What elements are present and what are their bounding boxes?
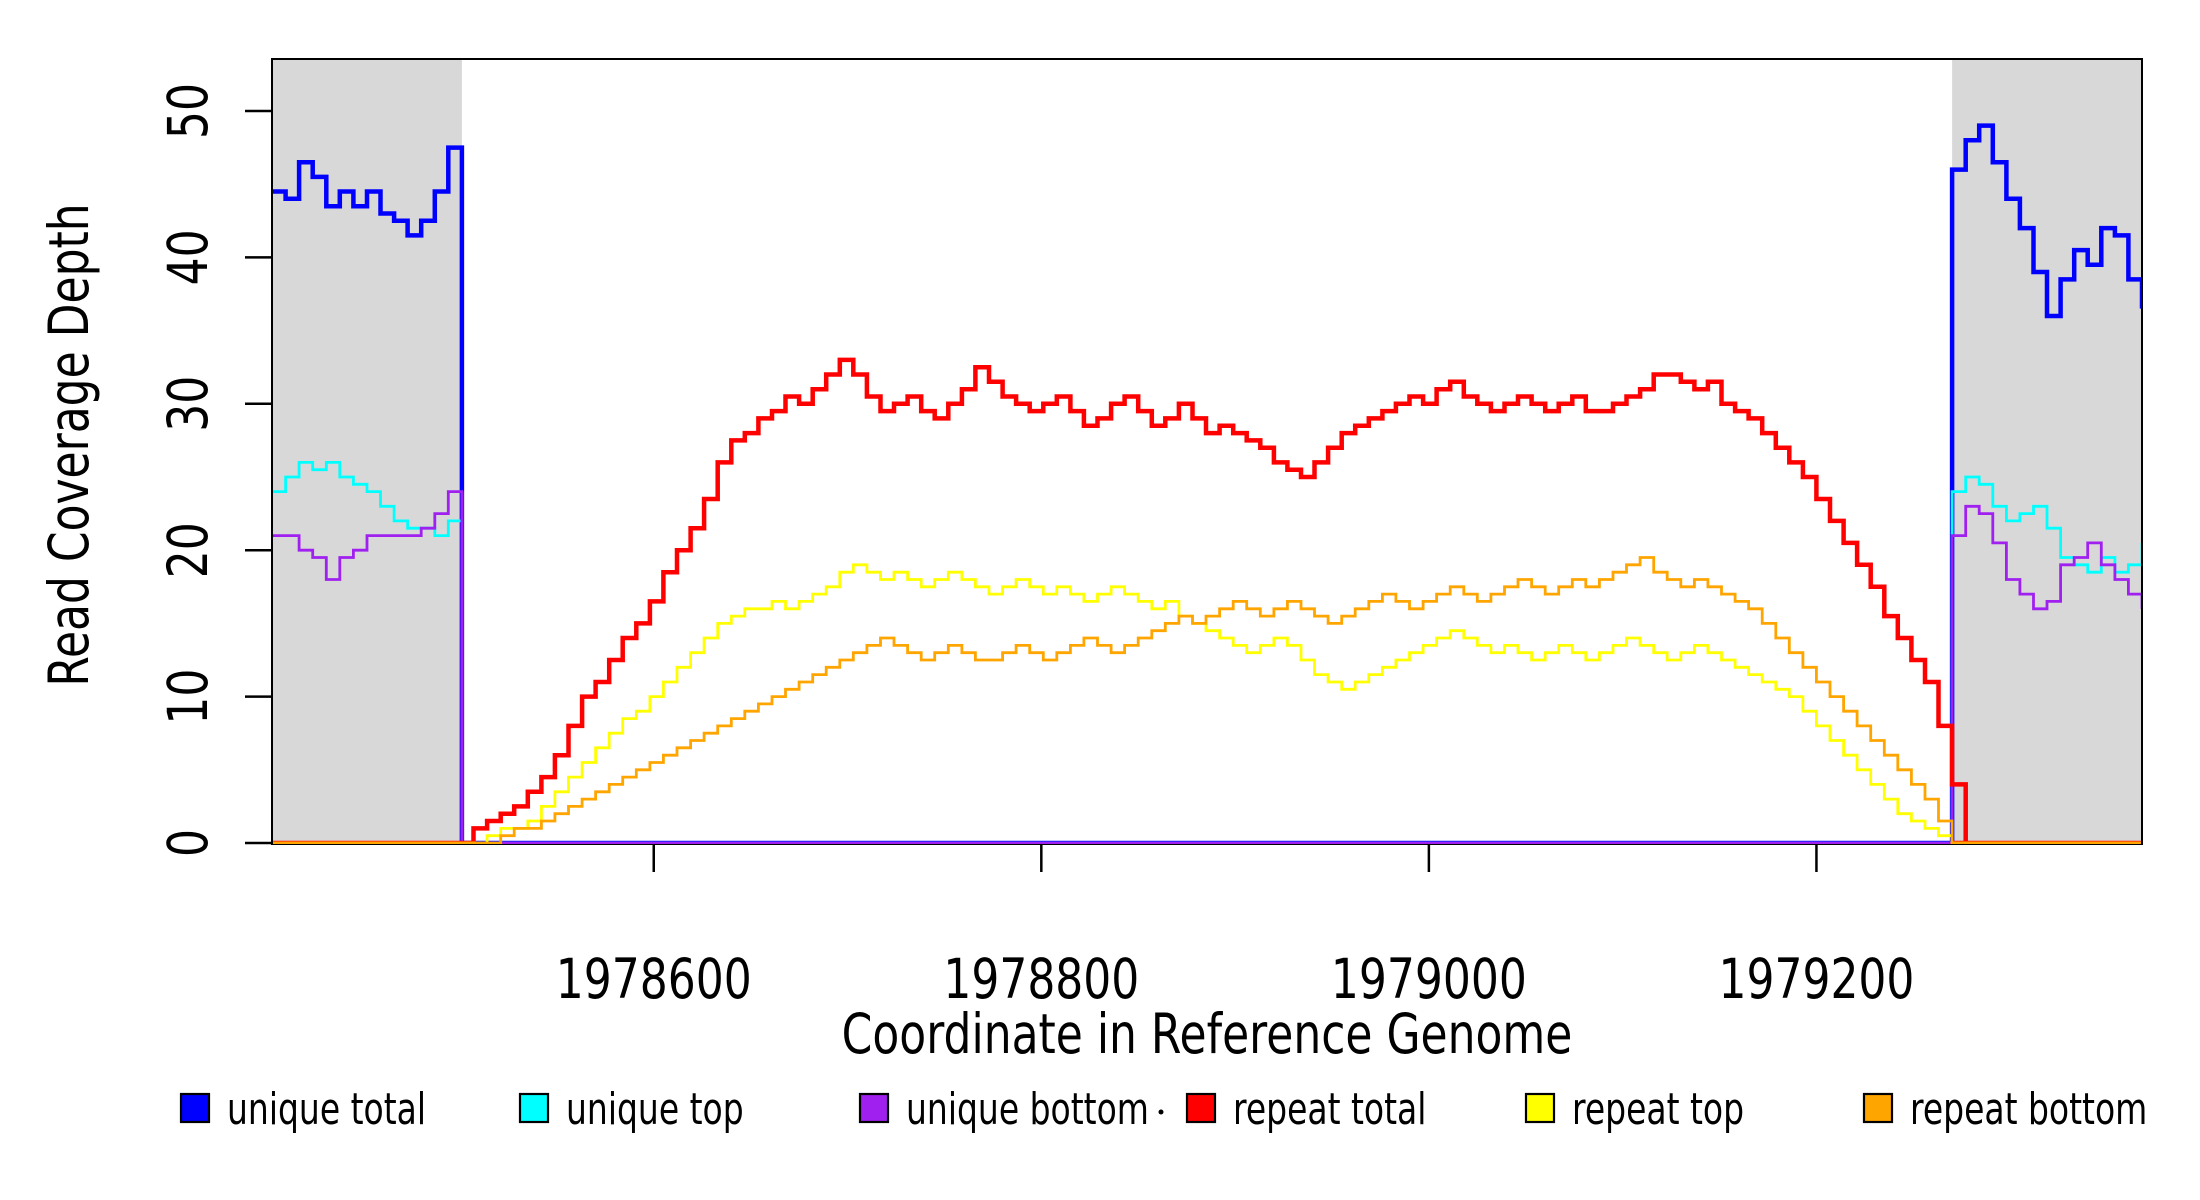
legend-swatch-unique-bottom — [858, 1092, 890, 1124]
y-tick-label: 30 — [156, 376, 220, 432]
series-unique-bottom — [272, 490, 2142, 844]
legend-swatch-unique-top — [518, 1092, 550, 1124]
y-tick-label: 40 — [156, 229, 220, 285]
legend-label-unique-top: unique top — [566, 1084, 744, 1135]
series-unique-total — [272, 123, 2142, 844]
x-tick-label: 1978600 — [556, 947, 752, 1011]
series-repeat-total — [272, 357, 2142, 844]
series-unique-top — [272, 461, 2142, 844]
y-tick-label: 10 — [156, 669, 220, 725]
x-tick-label: 1979000 — [1331, 947, 1527, 1011]
y-tick-label: 50 — [156, 83, 220, 139]
unique-region-right — [1952, 59, 2142, 844]
x-tick-label: 1978800 — [943, 947, 1139, 1011]
x-axis-title: Coordinate in Reference Genome — [842, 1002, 1573, 1066]
x-tick-label: 1979200 — [1718, 947, 1914, 1011]
y-axis-title: Read Coverage Depth — [37, 203, 101, 686]
legend-label-unique-total: unique total — [227, 1084, 426, 1135]
y-tick-label: 0 — [156, 829, 220, 857]
legend-label-repeat-bottom: repeat bottom — [1910, 1084, 2147, 1135]
legend-label-repeat-total: repeat total — [1233, 1084, 1426, 1135]
legend-swatch-repeat-total — [1185, 1092, 1217, 1124]
legend-swatch-repeat-top — [1524, 1092, 1556, 1124]
series-repeat-top — [272, 563, 2142, 844]
y-tick-label: 20 — [156, 522, 220, 578]
series-repeat-bottom — [272, 556, 2142, 844]
legend-label-unique-bottom: unique bottom — [906, 1084, 1149, 1135]
legend-swatch-unique-total — [179, 1092, 211, 1124]
legend-swatch-repeat-bottom — [1862, 1092, 1894, 1124]
legend-stray-dot — [1158, 1109, 1164, 1115]
legend-label-repeat-top: repeat top — [1572, 1084, 1744, 1135]
plot-border — [271, 58, 2143, 844]
